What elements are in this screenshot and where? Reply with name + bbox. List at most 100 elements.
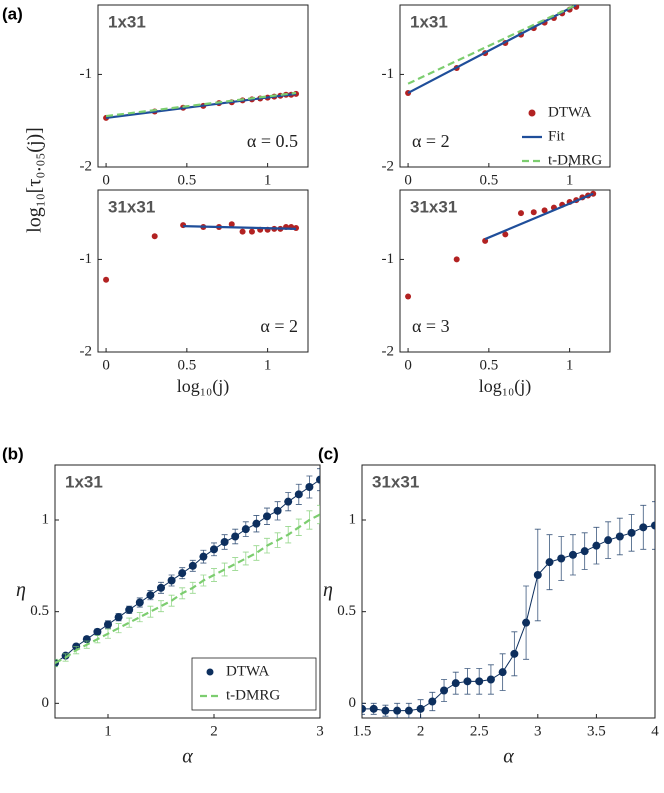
error-bar: [158, 600, 164, 613]
data-point: [362, 704, 366, 713]
subplot-label: 1x31: [65, 472, 103, 491]
subplot-label: 1x31: [108, 12, 146, 31]
data-point: [231, 532, 240, 541]
series-line: [105, 92, 297, 120]
data-point: [369, 704, 378, 713]
y-tick-label: 0: [42, 695, 50, 711]
x-tick-label: 1.5: [353, 723, 372, 739]
data-point: [146, 591, 155, 600]
data-point: [220, 538, 229, 546]
plot-frame: [399, 4, 611, 168]
y-tick-label: -2: [80, 158, 93, 174]
legend-label: DTWA: [548, 104, 591, 120]
error-bar: [211, 568, 217, 582]
x-tick-label: 0.5: [177, 172, 196, 188]
x-axis-label: α: [182, 746, 193, 768]
x-tick-label: 1: [566, 357, 574, 373]
panel-label: (b): [2, 444, 24, 463]
data-point: [114, 613, 123, 622]
plot-frame: [97, 4, 309, 168]
y-tick-label: 0.5: [30, 603, 49, 619]
error-bar: [317, 504, 320, 525]
error-bar: [126, 617, 133, 628]
data-point: [273, 506, 282, 515]
y-tick-label: -1: [382, 251, 395, 267]
x-tick-label: 1: [566, 172, 574, 188]
data-point: [104, 620, 112, 629]
subplot-label: 1x31: [410, 12, 448, 31]
data-point: [592, 541, 601, 550]
error-bar: [306, 510, 313, 530]
y-tick-label: 0: [349, 695, 357, 711]
data-point: [316, 475, 320, 484]
x-tick-label: 3: [534, 723, 542, 739]
panel-label: (c): [318, 444, 339, 463]
x-tick-label: 2.5: [470, 723, 489, 739]
series-line: [407, 5, 577, 94]
annotation: α = 2: [412, 131, 450, 151]
error-bar: [285, 526, 292, 544]
x-tick-label: 4: [651, 723, 659, 739]
data-point: [533, 571, 542, 579]
data-point: [651, 521, 655, 530]
error-bar: [189, 581, 196, 594]
x-tick-label: 1: [104, 723, 112, 739]
data-point: [545, 558, 554, 567]
y-tick-label: -2: [382, 343, 395, 359]
legend-label: t-DMRG: [226, 687, 280, 703]
y-tick-label: 1: [42, 511, 50, 527]
data-point: [228, 221, 235, 228]
plot-area: [405, 190, 597, 300]
data-point: [167, 576, 176, 585]
plot-frame: [399, 189, 611, 353]
y-axis-label: log₁₀[τ₀.₀₅(j)]: [24, 127, 46, 233]
data-point: [125, 605, 134, 614]
subplot-label: 31x31: [108, 197, 155, 216]
data-point: [252, 519, 261, 528]
error-bar: [115, 623, 122, 634]
plot-area: [103, 221, 300, 283]
data-point: [157, 583, 165, 592]
data-point: [294, 490, 303, 499]
annotation: α = 0.5: [247, 131, 298, 151]
y-axis-label: η: [16, 579, 26, 601]
legend-marker: [206, 668, 214, 676]
data-point: [557, 554, 566, 563]
data-point: [498, 668, 507, 677]
x-axis-label: log₁₀(j): [479, 376, 532, 397]
subplot-label: 31x31: [372, 472, 419, 491]
subplot-label: 31x31: [410, 197, 457, 216]
panel-label: (a): [2, 4, 23, 23]
data-point: [381, 706, 390, 715]
data-point: [239, 228, 246, 235]
legend: DTWA t-DMRG: [191, 657, 317, 711]
data-point: [428, 697, 437, 706]
error-bar: [83, 640, 90, 649]
x-tick-label: 2: [417, 723, 425, 739]
error-bar: [136, 612, 143, 623]
y-axis-label: η: [323, 579, 333, 601]
error-bar: [652, 501, 655, 550]
x-tick-label: 0.5: [479, 357, 498, 373]
data-point: [486, 675, 495, 684]
data-point: [451, 679, 460, 688]
error-bar: [295, 518, 302, 536]
y-tick-label: -2: [80, 343, 93, 359]
data-point: [522, 618, 531, 627]
data-point: [199, 552, 208, 561]
series-line: [55, 513, 320, 664]
data-point: [393, 706, 402, 715]
data-point: [517, 210, 524, 217]
legend-label: t-DMRG: [548, 152, 602, 168]
x-tick-label: 0: [102, 172, 110, 188]
error-bar: [179, 587, 186, 600]
data-point: [568, 550, 577, 559]
data-point: [541, 207, 548, 214]
plot-area: [405, 5, 580, 96]
error-bar: [317, 468, 320, 492]
plot-area: [55, 468, 320, 668]
error-bar: [242, 551, 249, 566]
data-point: [604, 536, 613, 545]
error-bar: [221, 562, 228, 577]
plot-frame: [54, 464, 321, 719]
